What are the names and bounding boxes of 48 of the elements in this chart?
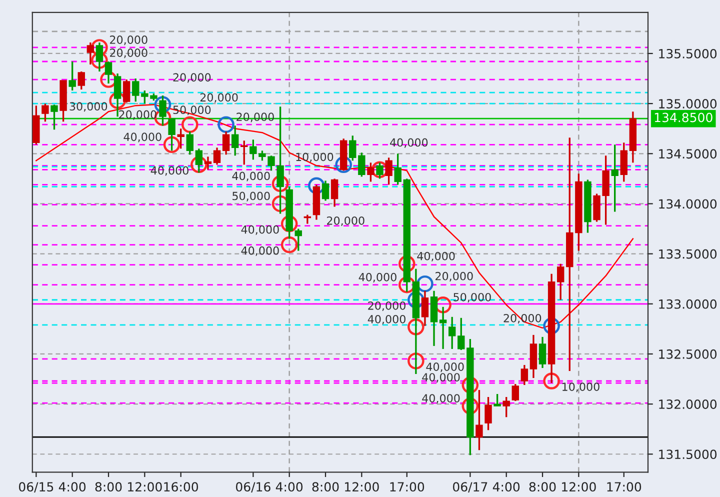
x-tick-label: 17:00 [607, 482, 642, 492]
x-tick-label: 4:00 [492, 482, 520, 492]
x-tick-label: 8:00 [529, 482, 556, 492]
annotation: 20,000 [200, 93, 238, 103]
x-tick-label: 12:00 [128, 482, 162, 492]
annotation: 20,000 [327, 216, 364, 226]
annotation: 20,000 [436, 272, 473, 282]
y-tick-label: 131.5000 [659, 450, 717, 460]
annotation: 40,000 [241, 225, 279, 235]
x-tick-label: 8:00 [95, 482, 122, 492]
annotation: 20,000 [110, 36, 148, 46]
x-tick-label: 06/16 [236, 482, 270, 493]
x-tick-label: 12:00 [345, 482, 379, 492]
x-tick-label: 8:00 [312, 482, 339, 492]
y-tick-label: 134.0000 [659, 199, 717, 209]
annotation: 50,000 [173, 106, 211, 116]
annotation: 40,000 [422, 373, 460, 383]
y-tick-label: 132.0000 [659, 400, 717, 409]
ref-line-label: 134.8500 [654, 112, 712, 122]
annotation: 40,000 [150, 166, 188, 176]
x-tick-label: 17:00 [390, 482, 424, 492]
x-tick-label: 16:00 [164, 482, 198, 492]
x-tick-label: 4:00 [276, 482, 303, 492]
x-tick-label: 06/17 [452, 482, 488, 493]
annotation: 40,000 [124, 132, 162, 142]
annotation: 30,000 [70, 102, 108, 112]
y-tick-label: 133.5000 [659, 249, 717, 259]
annotation: 40,000 [232, 172, 270, 182]
x-tick-label: 4:00 [58, 482, 86, 492]
annotation: 20,000 [173, 73, 211, 83]
y-tick-label: 135.0000 [659, 99, 717, 108]
annotation: 40,000 [368, 314, 406, 325]
x-tick-label: 06/15 [18, 482, 54, 493]
y-tick-label: 132.5000 [659, 349, 717, 359]
annotation: 50,000 [454, 292, 491, 302]
y-tick-label: 133.0000 [659, 299, 717, 309]
annotation: 20,000 [110, 48, 148, 58]
y-tick-label: 135.5000 [659, 48, 717, 58]
x-tick-label: 12:00 [562, 482, 596, 492]
annotation: 40,000 [426, 362, 464, 372]
annotation: 40,000 [390, 138, 428, 148]
annotation: 40,000 [358, 272, 396, 282]
annotation: 50,000 [232, 192, 270, 202]
annotation: 10,000 [562, 382, 600, 392]
y-tick-label: 134.5000 [659, 149, 717, 159]
annotation: 40,000 [241, 246, 279, 256]
annotation: 40,000 [417, 252, 455, 262]
annotation: 40,000 [422, 394, 460, 404]
